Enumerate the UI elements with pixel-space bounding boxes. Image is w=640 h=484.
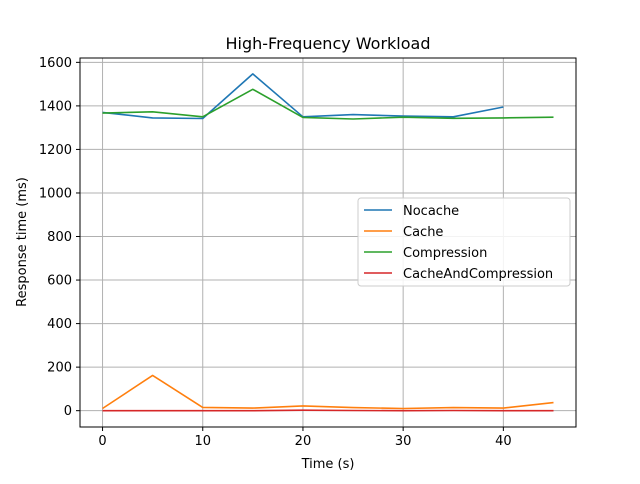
x-axis-label: Time (s) xyxy=(301,457,355,472)
x-tick-label: 40 xyxy=(495,434,512,449)
y-tick-label: 1400 xyxy=(39,99,72,114)
x-tick-label: 20 xyxy=(295,434,312,449)
plot-frame xyxy=(79,57,577,428)
legend-label: Nocache xyxy=(403,204,459,219)
y-tick-label: 200 xyxy=(47,361,72,376)
x-tick-label: 0 xyxy=(98,434,106,449)
y-tick-label: 1200 xyxy=(39,143,72,158)
legend-box xyxy=(357,197,571,287)
legend-label: Cache xyxy=(403,225,443,240)
x-tick-label: 10 xyxy=(194,434,211,449)
x-axis-ticks: 0 10 20 30 40 xyxy=(98,427,512,449)
series-line-compression xyxy=(102,88,554,120)
y-axis-label: Response time (ms) xyxy=(15,177,30,307)
legend: Nocache Cache Compression CacheAndCompressi… xyxy=(357,197,571,287)
series-line-cache xyxy=(102,374,554,410)
series-line-cacheandcompression xyxy=(102,409,554,412)
legend-label: Compression xyxy=(403,246,487,261)
y-tick-label: 600 xyxy=(47,274,72,289)
y-tick-label: 400 xyxy=(47,317,72,332)
y-axis-ticks: 0 200 400 600 800 1000 1200 1400 1600 xyxy=(39,56,80,419)
y-tick-label: 1000 xyxy=(39,186,72,201)
y-tick-label: 0 xyxy=(64,404,72,419)
y-tick-label: 1600 xyxy=(39,56,72,71)
series-lines xyxy=(102,73,554,412)
x-tick-label: 30 xyxy=(395,434,412,449)
y-tick-label: 800 xyxy=(47,230,72,245)
chart-title: High-Frequency Workload xyxy=(226,34,431,53)
legend-label: CacheAndCompression xyxy=(403,267,553,282)
